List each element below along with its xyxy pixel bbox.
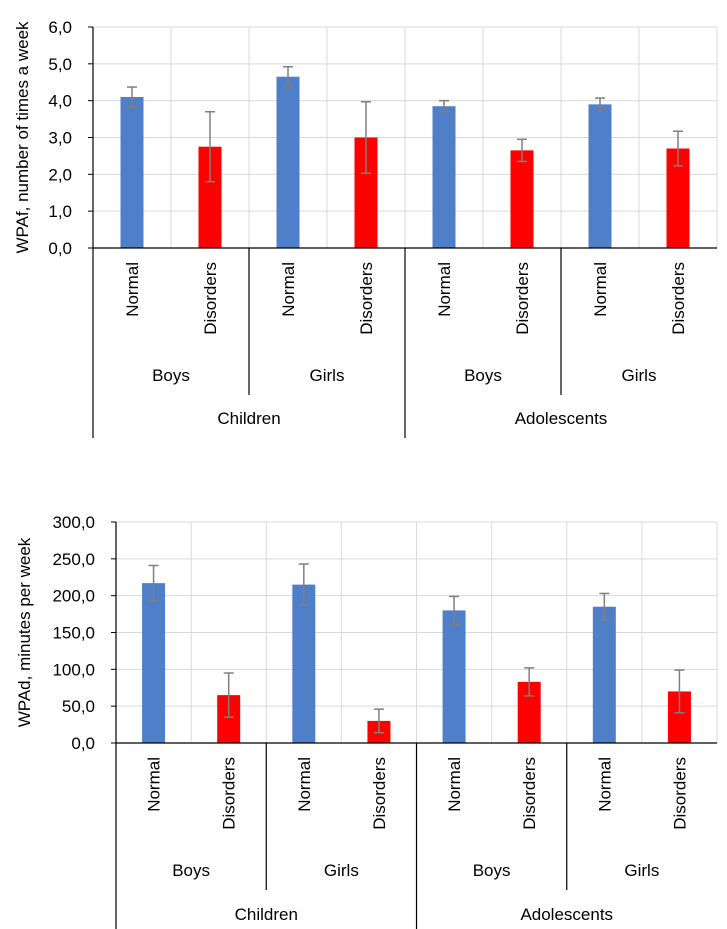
bar (442, 610, 466, 743)
y-tick-label: 250,0 (52, 550, 95, 569)
category-label: Disorders (370, 757, 389, 830)
bar (592, 606, 616, 743)
bar (517, 681, 541, 743)
y-tick-label: 0,0 (48, 239, 72, 258)
y-tick-label: 1,0 (48, 202, 72, 221)
bar (142, 583, 166, 743)
bar (432, 106, 456, 248)
category-label: Normal (123, 262, 142, 317)
bar (198, 146, 222, 248)
y-tick-label: 300,0 (52, 513, 95, 532)
group-label: Children (217, 409, 280, 428)
y-tick-label: 3,0 (48, 129, 72, 148)
y-tick-label: 6,0 (48, 18, 72, 37)
group-label: Adolescents (515, 409, 608, 428)
group-label: Boys (473, 861, 511, 880)
y-tick-label: 4,0 (48, 92, 72, 111)
bar (120, 96, 144, 248)
category-label: Disorders (201, 262, 220, 335)
category-label: Disorders (520, 757, 539, 830)
y-tick-label: 100,0 (52, 660, 95, 679)
y-tick-label: 0,0 (71, 734, 95, 753)
category-label: Disorders (670, 757, 689, 830)
group-label: Boys (464, 366, 502, 385)
group-label: Children (235, 905, 298, 924)
category-label: Normal (591, 262, 610, 317)
category-label: Normal (595, 757, 614, 812)
group-label: Girls (624, 861, 659, 880)
group-label: Boys (152, 366, 190, 385)
category-label: Normal (435, 262, 454, 317)
y-tick-label: 2,0 (48, 165, 72, 184)
bar (588, 104, 612, 248)
category-label: Normal (295, 757, 314, 812)
y-axis-title: WPAf, number of times a week (13, 21, 32, 254)
bar (276, 76, 300, 248)
group-label: Girls (324, 861, 359, 880)
category-label: Disorders (220, 757, 239, 830)
bar (292, 584, 316, 743)
category-label: Normal (145, 757, 164, 812)
bar (510, 150, 534, 248)
bar (666, 148, 690, 248)
category-label: Disorders (357, 262, 376, 335)
y-tick-label: 50,0 (62, 697, 95, 716)
group-label: Girls (622, 366, 657, 385)
group-label: Boys (172, 861, 210, 880)
category-label: Normal (445, 757, 464, 812)
y-axis-title: WPAd, minutes per week (15, 537, 34, 727)
bar (354, 137, 378, 248)
group-label: Adolescents (520, 905, 613, 924)
category-label: Normal (279, 262, 298, 317)
category-label: Disorders (513, 262, 532, 335)
group-label: Girls (310, 366, 345, 385)
category-label: Disorders (669, 262, 688, 335)
y-tick-label: 200,0 (52, 587, 95, 606)
bar (217, 695, 241, 743)
y-tick-label: 150,0 (52, 624, 95, 643)
y-tick-label: 5,0 (48, 55, 72, 74)
bar (667, 691, 691, 743)
